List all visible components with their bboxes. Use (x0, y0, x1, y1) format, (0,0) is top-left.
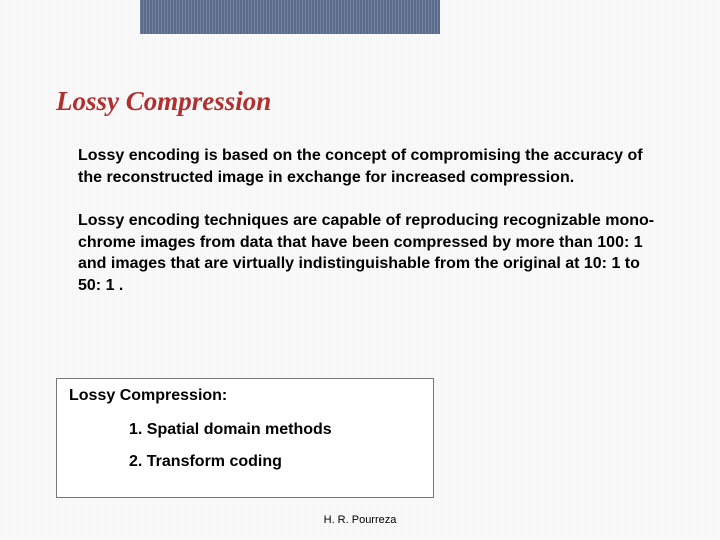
content-area: Lossy encoding is based on the concept o… (78, 145, 660, 319)
methods-box: Lossy Compression: 1. Spatial domain met… (56, 378, 434, 498)
slide-title: Lossy Compression (56, 86, 271, 117)
paragraph-2: Lossy encoding techniques are capable of… (78, 210, 660, 296)
box-title: Lossy Compression: (69, 387, 421, 405)
box-item-1: 1. Spatial domain methods (129, 421, 421, 439)
header-bar (140, 0, 440, 34)
paragraph-1: Lossy encoding is based on the concept o… (78, 145, 660, 188)
footer-author: H. R. Pourreza (0, 514, 720, 526)
box-item-2: 2. Transform coding (129, 453, 421, 471)
